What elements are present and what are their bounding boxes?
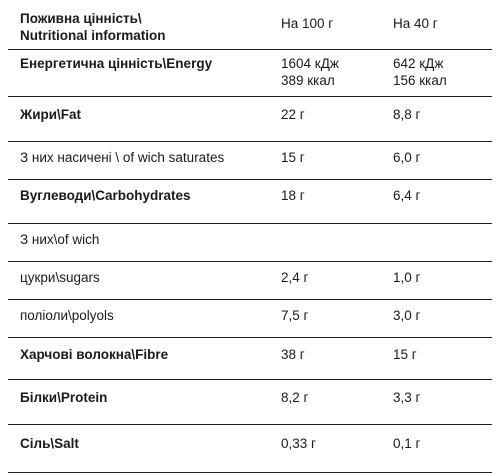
table-row-polyols: поліоли\polyols 7,5 г 3,0 г xyxy=(8,299,492,338)
table-row-salt: Сіль\Salt 0,33 г 0,1 г xyxy=(8,424,492,473)
table-row-of-which: З них\of wich xyxy=(8,223,492,262)
table-row-carbohydrates: Вуглеводи\Carbohydrates 18 г 6,4 г xyxy=(8,179,492,224)
row-label: Харчові волокна\Fibre xyxy=(8,337,271,380)
row-label: З них насичені \ of wich saturates xyxy=(8,141,271,180)
table-row-energy: Енергетична цінність\Energy 1604 кДж 389… xyxy=(8,49,492,97)
row-label: Білки\Protein xyxy=(8,379,271,425)
row-label: Енергетична цінність\Energy xyxy=(8,49,271,97)
value-per-40g: 1,0 г xyxy=(384,261,492,300)
value-per-40g: 8,8 г xyxy=(384,96,492,142)
value-per-100g: 1604 кДж 389 ккал xyxy=(271,49,384,97)
title-english: Nutritional information xyxy=(20,28,166,43)
value-per-40g xyxy=(384,223,492,262)
value-per-100g: 18 г xyxy=(271,179,384,224)
column-header-per-40g: На 40 г xyxy=(393,16,438,31)
table-title: Поживна цінність\ Nutritional informatio… xyxy=(8,6,271,50)
value-per-40g: 15 г xyxy=(384,337,492,380)
row-label: поліоли\polyols xyxy=(8,299,271,338)
value-per-100g: 0,33 г xyxy=(271,424,384,473)
value-per-40g: 0,1 г xyxy=(384,424,492,473)
value-kj: 642 кДж xyxy=(393,56,444,71)
value-per-100g: 7,5 г xyxy=(271,299,384,338)
table-row-saturates: З них насичені \ of wich saturates 15 г … xyxy=(8,141,492,180)
value-per-100g: 8,2 г xyxy=(271,379,384,425)
value-kcal: 389 ккал xyxy=(281,73,335,88)
row-label: Жири\Fat xyxy=(8,96,271,142)
row-label: З них\of wich xyxy=(8,223,271,262)
table-row-sugars: цукри\sugars 2,4 г 1,0 г xyxy=(8,261,492,300)
value-kcal: 156 ккал xyxy=(393,73,447,88)
value-per-40g: 6,4 г xyxy=(384,179,492,224)
value-per-40g: 642 кДж 156 ккал xyxy=(384,49,492,97)
value-per-100g xyxy=(271,223,384,262)
table-row-fibre: Харчові волокна\Fibre 38 г 15 г xyxy=(8,337,492,380)
value-kj: 1604 кДж xyxy=(281,56,339,71)
value-per-40g: 3,0 г xyxy=(384,299,492,338)
title-ukrainian: Поживна цінність\ xyxy=(20,11,142,26)
row-label: Вуглеводи\Carbohydrates xyxy=(8,179,271,224)
row-label: цукри\sugars xyxy=(8,261,271,300)
value-per-100g: 2,4 г xyxy=(271,261,384,300)
table-header-row: Поживна цінність\ Nutritional informatio… xyxy=(8,6,492,50)
table-row-protein: Білки\Protein 8,2 г 3,3 г xyxy=(8,379,492,425)
table-row-fat: Жири\Fat 22 г 8,8 г xyxy=(8,96,492,142)
row-label: Сіль\Salt xyxy=(8,424,271,473)
value-per-100g: 38 г xyxy=(271,337,384,380)
value-per-40g: 6,0 г xyxy=(384,141,492,180)
nutrition-table: Поживна цінність\ Nutritional informatio… xyxy=(8,6,492,473)
nutrition-label: Поживна цінність\ Nutritional informatio… xyxy=(8,11,492,473)
value-per-40g: 3,3 г xyxy=(384,379,492,425)
column-header-per-100g: На 100 г xyxy=(281,16,334,31)
value-per-100g: 15 г xyxy=(271,141,384,180)
value-per-100g: 22 г xyxy=(271,96,384,142)
